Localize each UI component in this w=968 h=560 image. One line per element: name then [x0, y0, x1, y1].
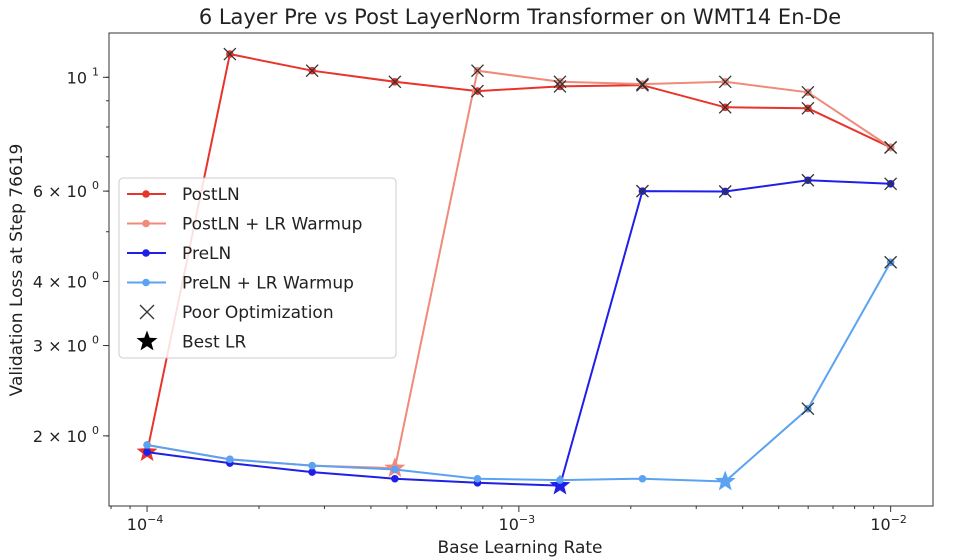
- poor-optimization-marker-path: [223, 47, 237, 61]
- data-point: [143, 448, 151, 456]
- poor-optimization-marker: [884, 255, 898, 269]
- poor-optimization-marker-path: [471, 84, 484, 98]
- poor-optimization-marker-path: [801, 85, 815, 99]
- poor-optimization-marker: [718, 185, 732, 198]
- x-tick-label: 10−3: [499, 513, 536, 534]
- poor-optimization-marker-path: [718, 100, 732, 114]
- legend-x-icon: [139, 304, 155, 320]
- poor-optimization-marker: [635, 184, 649, 198]
- poor-optimization-marker: [471, 64, 484, 78]
- data-point: [473, 474, 482, 483]
- poor-optimization-marker-path: [884, 177, 898, 191]
- poor-optimization-marker: [884, 140, 898, 154]
- poor-optimization-marker-path: [884, 255, 898, 269]
- y-tick-label: 10: [67, 68, 87, 87]
- poor-optimization-marker-path: [718, 75, 732, 89]
- legend-item: Best LR: [136, 330, 247, 353]
- legend-marker: [142, 249, 150, 257]
- legend-item: PostLN + LR Warmup: [127, 215, 362, 235]
- y-tick-label: 3 × 10: [33, 337, 87, 356]
- poor-optimization-marker: [471, 84, 484, 98]
- series-line: [146, 52, 892, 453]
- poor-optimization-marker: [553, 79, 567, 93]
- legend: PostLN PostLN + LR Warmup PreLN PreLN + LR …: [118, 177, 397, 359]
- legend-label: PreLN: [182, 244, 231, 264]
- poor-optimization-marker-path: [635, 78, 649, 92]
- series-line: [146, 261, 892, 483]
- legend-item: Poor Optimization: [139, 303, 334, 323]
- legend-label: Best LR: [182, 333, 247, 353]
- y-tick-exponent: 0: [92, 269, 99, 282]
- axes-frame: [108, 32, 934, 507]
- y-tick-exponent: 0: [92, 179, 99, 192]
- chart-title: 6 Layer Pre vs Post LayerNorm Transforme…: [199, 5, 841, 29]
- plot-area: 10−4 10−3 10−2 10 1 6 × 10 0 4 × 10 0 3 × 10 0 2 × …: [33, 32, 934, 534]
- legend-label: PostLN + LR Warmup: [182, 215, 362, 235]
- poor-optimization-marker: [718, 75, 732, 89]
- legend-marker: [142, 190, 150, 198]
- poor-optimization-marker: [635, 78, 649, 92]
- poor-optimization-marker-path: [305, 64, 319, 78]
- poor-optimization-marker-path: [884, 140, 898, 154]
- poor-optimization-marker: [801, 85, 815, 99]
- y-axis-label: Validation Loss at Step 76619: [7, 144, 27, 397]
- x-tick-label: 10−4: [127, 513, 164, 534]
- poor-optimization-marker-path: [635, 77, 649, 91]
- y-tick-exponent: 1: [92, 65, 99, 78]
- data-point: [308, 461, 316, 470]
- poor-optimization-marker-path: [718, 185, 732, 198]
- legend-x-icon-path: [139, 304, 155, 320]
- legend-star-icon: [136, 330, 158, 351]
- data-point: [308, 468, 316, 476]
- poor-optimization-marker: [388, 75, 402, 89]
- poor-optimization-marker-path: [553, 75, 567, 89]
- y-tick-label: 4 × 10: [33, 272, 87, 291]
- poor-optimization-marker-path: [801, 101, 815, 115]
- poor-optimization-marker-path: [635, 184, 649, 198]
- poor-optimization-marker: [635, 77, 649, 91]
- poor-optimization-marker-path: [801, 402, 815, 416]
- data-point: [638, 474, 647, 483]
- data-point: [556, 476, 564, 484]
- poor-optimization-marker: [884, 177, 898, 191]
- legend-box: [118, 177, 397, 359]
- legend-item: PostLN: [127, 185, 240, 205]
- y-tick-label: 6 × 10: [33, 182, 87, 201]
- poor-optimization-marker-path: [553, 79, 567, 93]
- poor-optimization-marker: [718, 100, 732, 114]
- poor-optimization-marker-path: [471, 64, 484, 78]
- data-point: [226, 455, 234, 464]
- data-point: [143, 441, 151, 449]
- y-tick-exponent: 0: [92, 424, 99, 437]
- best-lr-star: [549, 474, 571, 495]
- legend-item: PreLN + LR Warmup: [127, 274, 354, 294]
- series-line: [146, 179, 891, 487]
- data-point: [391, 474, 399, 483]
- poor-optimization-marker: [801, 173, 815, 187]
- legend-label: PreLN + LR Warmup: [182, 274, 354, 294]
- legend-label: Poor Optimization: [182, 303, 334, 323]
- data-point: [391, 465, 399, 474]
- x-axis-label: Base Learning Rate: [438, 538, 603, 558]
- poor-optimization-marker: [223, 47, 237, 61]
- poor-optimization-marker: [801, 402, 815, 416]
- y-tick-label: 2 × 10: [33, 427, 87, 446]
- y-tick-exponent: 0: [92, 334, 99, 347]
- legend-item: PreLN: [127, 244, 231, 264]
- poor-optimization-marker: [801, 101, 815, 115]
- poor-optimization-marker: [553, 75, 567, 89]
- legend-marker: [142, 278, 150, 287]
- best-lr-star: [714, 470, 736, 491]
- poor-optimization-marker-path: [801, 173, 815, 187]
- poor-optimization-marker: [305, 64, 319, 78]
- poor-optimization-marker-path: [388, 75, 402, 89]
- legend-label: PostLN: [182, 185, 240, 205]
- x-tick-label: 10−2: [870, 513, 907, 534]
- legend-marker: [142, 219, 150, 228]
